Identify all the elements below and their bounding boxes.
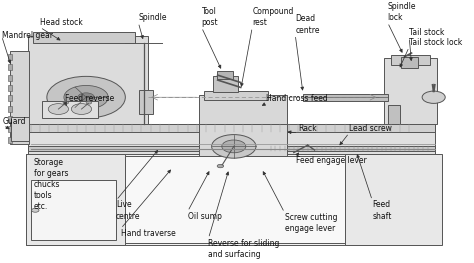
Text: Head stock: Head stock — [40, 18, 82, 27]
Text: Hand traverse: Hand traverse — [121, 229, 175, 238]
Bar — [8, 116, 12, 122]
Bar — [8, 54, 12, 60]
Text: Dead
centre: Dead centre — [295, 14, 319, 35]
Bar — [26, 154, 125, 245]
Bar — [28, 124, 435, 132]
Bar — [33, 32, 135, 43]
Bar — [217, 72, 233, 79]
Text: Guard: Guard — [3, 117, 27, 125]
Text: Lead screw: Lead screw — [349, 124, 392, 133]
Text: Oil sump: Oil sump — [188, 211, 221, 220]
Bar — [125, 156, 345, 244]
Circle shape — [63, 101, 69, 104]
Bar — [8, 136, 12, 143]
Text: Compound
rest: Compound rest — [252, 7, 294, 27]
Text: Tail stock: Tail stock — [409, 28, 445, 37]
Text: Spindle: Spindle — [138, 13, 167, 22]
Bar — [28, 146, 435, 151]
Circle shape — [48, 104, 69, 114]
Bar — [199, 95, 287, 124]
Text: Screw cutting
engage lever: Screw cutting engage lever — [284, 213, 337, 233]
Bar — [303, 94, 389, 101]
Bar — [8, 85, 12, 91]
Bar — [401, 57, 418, 68]
Circle shape — [86, 101, 91, 104]
Text: Rack: Rack — [299, 124, 317, 133]
Bar — [8, 75, 12, 81]
Bar — [199, 124, 287, 156]
Bar — [42, 101, 98, 118]
Bar — [28, 124, 435, 156]
Text: Feed engage lever: Feed engage lever — [296, 156, 367, 165]
Bar — [10, 50, 29, 144]
Bar — [384, 58, 437, 124]
Bar — [26, 154, 439, 245]
Circle shape — [212, 135, 256, 158]
Text: Tail stock lock: Tail stock lock — [409, 38, 463, 47]
Text: Tool
post: Tool post — [201, 7, 218, 27]
Text: Hand cross feed: Hand cross feed — [266, 94, 328, 103]
Circle shape — [64, 85, 108, 109]
Bar — [8, 64, 12, 70]
Circle shape — [78, 93, 94, 102]
Bar — [389, 105, 400, 124]
Text: Storage
for gears
chucks
tools
etc.: Storage for gears chucks tools etc. — [34, 158, 68, 211]
Circle shape — [422, 91, 445, 103]
Bar — [213, 76, 238, 92]
Bar — [204, 91, 268, 100]
Bar — [345, 154, 441, 245]
Circle shape — [47, 76, 125, 118]
Text: Mandrel gear: Mandrel gear — [1, 31, 53, 40]
Bar — [11, 117, 29, 141]
Bar — [8, 106, 12, 112]
Text: Feed
shaft: Feed shaft — [372, 200, 392, 221]
Bar — [139, 90, 153, 114]
Circle shape — [222, 140, 246, 153]
Text: Live
centre: Live centre — [116, 200, 141, 221]
Circle shape — [32, 208, 39, 212]
Circle shape — [217, 164, 224, 168]
Bar — [8, 95, 12, 102]
Text: Spindle
lock: Spindle lock — [388, 2, 416, 22]
Bar — [8, 126, 12, 132]
Text: Feed reverse: Feed reverse — [65, 94, 115, 103]
FancyBboxPatch shape — [31, 180, 116, 240]
Bar — [391, 55, 430, 65]
Text: Reverse for sliding
and surfacing: Reverse for sliding and surfacing — [209, 239, 280, 259]
Circle shape — [71, 104, 91, 114]
Bar — [28, 36, 148, 124]
